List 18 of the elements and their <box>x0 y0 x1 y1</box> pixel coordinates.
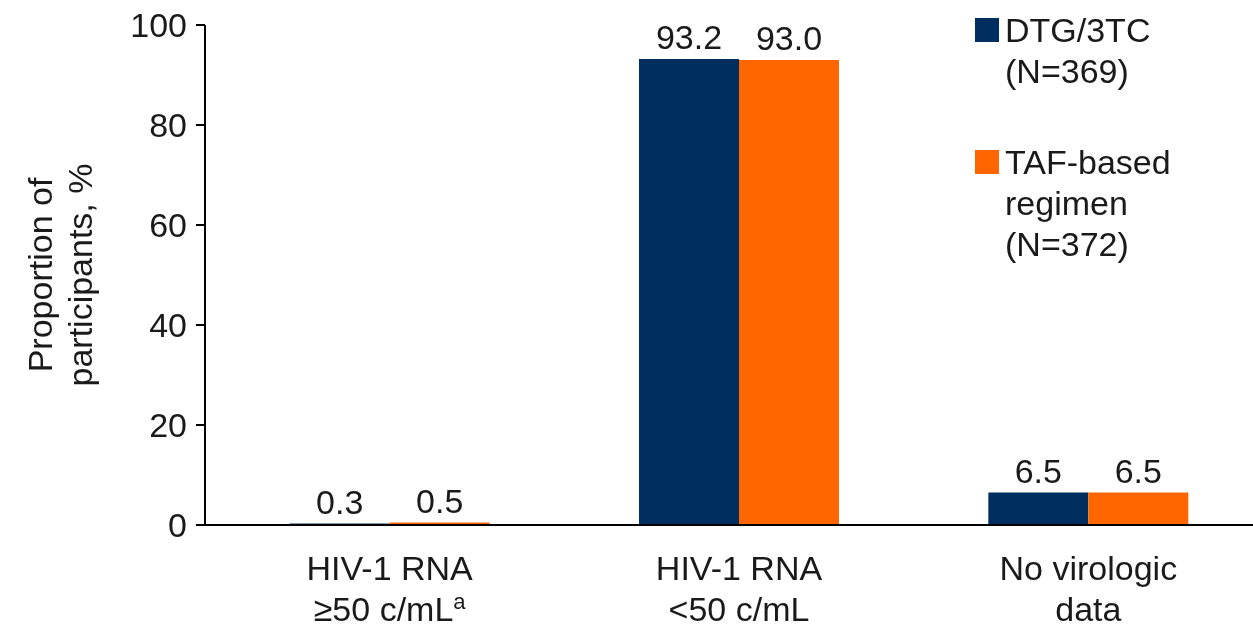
legend-label: DTG/3TC (N=369) <box>1005 11 1151 90</box>
legend-label: TAF-based regimen (N=372) <box>1005 143 1171 263</box>
y-tick-label: 60 <box>149 205 187 244</box>
y-tick-label: 20 <box>149 405 187 444</box>
data-label: 93.0 <box>755 19 823 57</box>
y-tick-label: 80 <box>149 105 187 144</box>
y-axis-title: Proportion of participants, % <box>21 163 99 387</box>
data-label: 6.5 <box>1014 451 1062 490</box>
x-tick-label: No virologic data <box>999 549 1178 628</box>
y-tick-label: 40 <box>149 305 187 344</box>
x-tick-label: HIV-1 RNA <50 c/mL <box>655 549 823 628</box>
data-label: 6.5 <box>1114 451 1162 490</box>
y-tick-label: 100 <box>130 5 187 44</box>
data-label: 93.2 <box>655 18 723 56</box>
x-tick-label: HIV-1 RNA ≥50 c/mL$^{a}$ <box>306 549 474 628</box>
y-tick-label: 0 <box>168 505 187 544</box>
data-label: 0.3 <box>316 482 364 521</box>
data-label: 0.5 <box>416 481 464 520</box>
